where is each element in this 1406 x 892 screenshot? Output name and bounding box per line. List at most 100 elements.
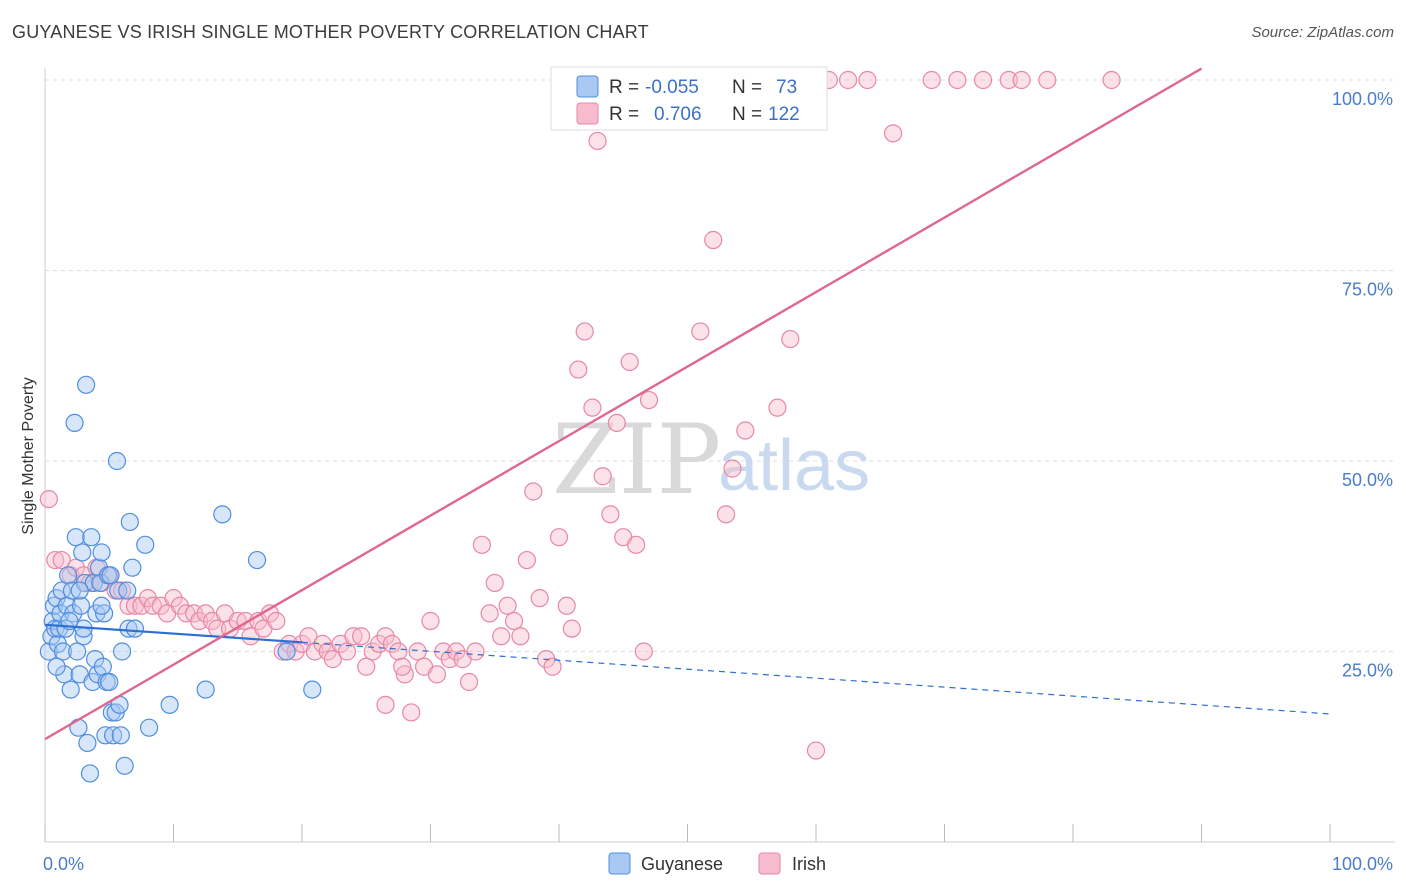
guyanese-point-63 [247,550,267,570]
irish-trend-line [44,67,1203,741]
guyanese-point-60 [160,695,179,714]
guyanese-point-68 [70,581,89,600]
guyanese-point-29 [80,764,100,783]
irish-point-106 [781,329,800,349]
irish-point-47 [344,627,363,646]
guyanese-point-27 [77,375,96,394]
irish-point-68 [480,604,499,623]
irish-point-48 [352,627,371,646]
irish-point-79 [549,528,569,547]
irish-point-57 [408,642,427,661]
y-axis-label: Single Mother Poverty [20,377,37,534]
irish-point-46 [337,642,357,661]
guyanese-point-24 [73,543,92,562]
y-tick-label-1: 50.0% [1342,470,1393,490]
guyanese-point-71 [47,657,66,676]
irish-point-87 [601,505,620,524]
irish-point-23 [190,611,209,631]
guyanese-n-label: N = [732,77,762,98]
guyanese-point-14 [59,566,78,585]
irish-point-24 [196,604,215,623]
legend-irish-swatch [758,852,781,875]
guyanese-points [39,375,322,783]
guyanese-point-51 [111,726,130,745]
grid-lines [45,79,1395,652]
guyanese-point-55 [120,512,139,532]
irish-r-value: 0.706 [654,104,702,125]
irish-point-72 [504,611,524,631]
guyanese-point-65 [303,680,322,699]
y-tick-label-3: 100.0% [1332,89,1393,109]
guyanese-point-39 [93,657,112,676]
guyanese-point-28 [78,733,97,753]
irish-point-53 [382,634,402,653]
irish-point-65 [459,672,479,692]
irish-point-93 [639,390,659,410]
irish-point-98 [691,322,710,341]
watermark-zip: ZIP [552,404,721,516]
guyanese-trend-line [44,623,303,644]
guyanese-point-21 [69,718,88,737]
guyanese-point-46 [104,726,123,745]
irish-point-90 [620,352,639,372]
irish-point-78 [543,657,562,676]
irish-point-82 [569,360,588,379]
irish-point-62 [440,650,459,669]
irish-point-113 [922,70,941,90]
irish-point-49 [357,657,376,676]
irish-point-12 [119,596,138,615]
irish-point-114 [948,70,967,90]
chart-title: GUYANESE VS IRISH SINGLE MOTHER POVERTY … [12,22,649,42]
guyanese-r-label: R = [609,77,639,98]
guyanese-point-72 [118,581,137,600]
trend-lines [44,67,1331,741]
irish-point-91 [626,535,646,554]
irish-n-value: 122 [768,104,800,125]
irish-point-69 [485,573,504,593]
legend-guyanese-swatch [608,852,631,875]
irish-point-83 [575,322,594,341]
irish-point-40 [299,627,318,646]
x-tick-label-0: 0.0% [43,854,84,874]
irish-point-56 [402,703,421,722]
irish-point-100 [716,505,736,524]
irish-point-108 [806,741,826,760]
guyanese-trend-extension [301,641,1331,715]
guyanese-point-56 [123,558,142,577]
irish-point-74 [517,550,536,570]
guyanese-point-70 [101,566,120,585]
irish-point-117 [1012,70,1031,90]
guyanese-point-41 [96,726,115,745]
irish-point-0 [39,490,58,509]
y-tick-label-2: 75.0% [1342,280,1393,300]
irish-point-71 [498,596,517,615]
irish-point-70 [492,627,511,646]
watermark: ZIP atlas [552,404,870,516]
guyanese-point-62 [213,505,232,524]
guyanese-r-value: -0.055 [645,77,699,98]
irish-point-4 [66,558,85,577]
guyanese-point-15 [61,680,80,699]
irish-point-86 [593,467,612,486]
guyanese-point-58 [136,535,155,554]
guyanese-point-57 [125,619,145,638]
guyanese-point-69 [92,596,111,615]
irish-point-67 [472,535,491,554]
guyanese-n-value: 73 [776,77,797,98]
irish-point-63 [447,642,466,661]
irish-point-20 [170,596,190,615]
guyanese-point-7 [50,619,69,638]
legend-guyanese-label: Guyanese [641,854,723,874]
irish-point-85 [588,131,607,151]
irish-point-11 [112,581,132,600]
guyanese-point-64 [277,642,296,661]
irish-point-118 [1038,70,1057,90]
irish-point-115 [973,70,993,90]
irish-point-73 [511,627,530,646]
guyanese-point-52 [112,642,132,661]
irish-point-44 [323,650,342,669]
irish-r-label: R = [609,104,639,125]
guyanese-point-19 [66,528,85,547]
irish-point-54 [389,642,408,661]
irish-point-121 [393,657,412,676]
